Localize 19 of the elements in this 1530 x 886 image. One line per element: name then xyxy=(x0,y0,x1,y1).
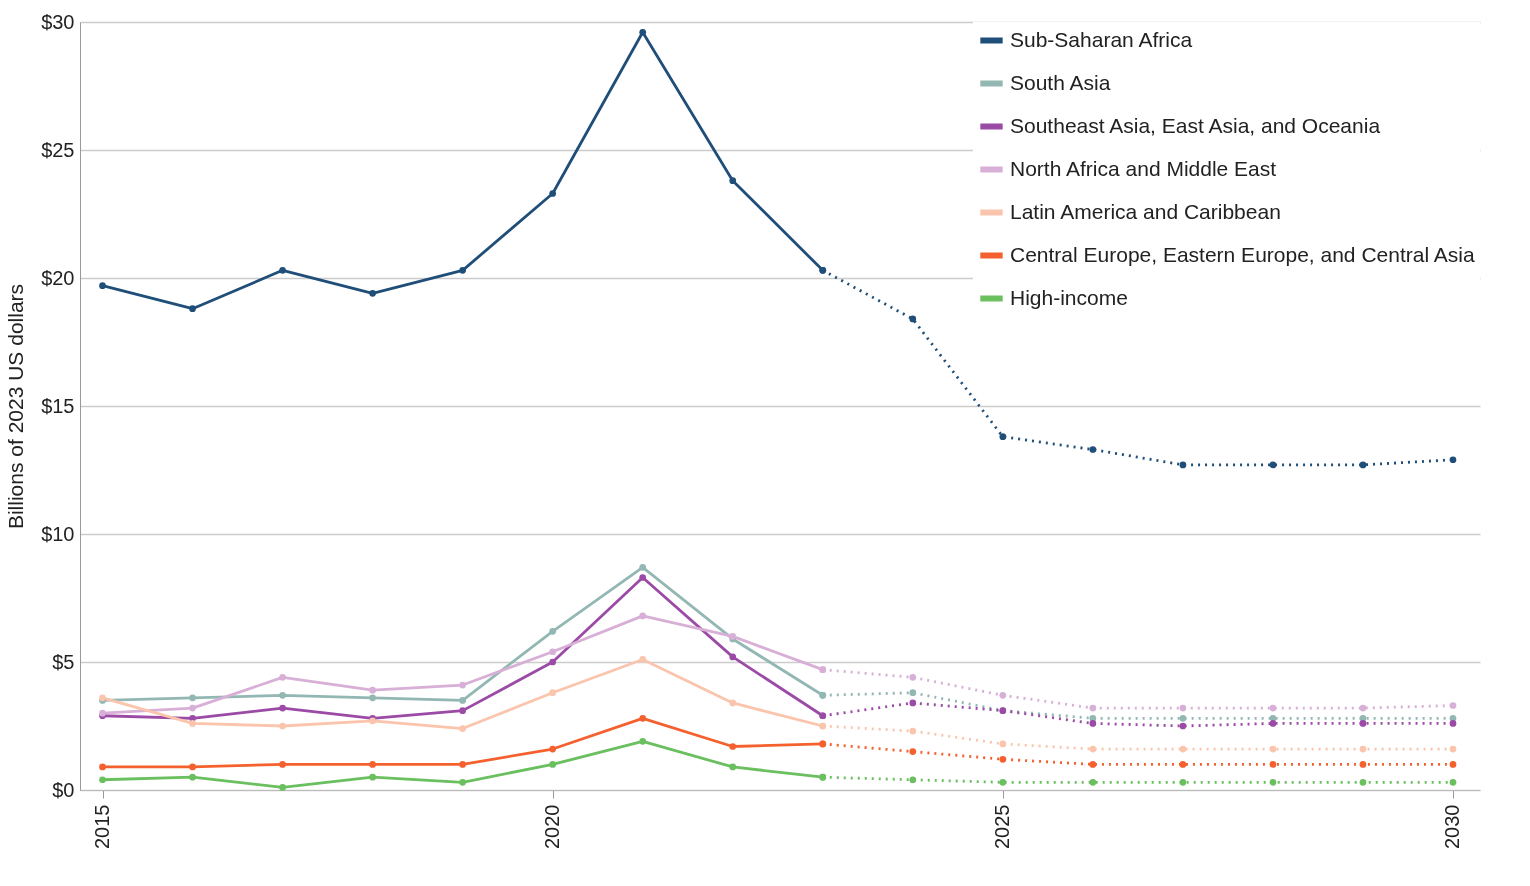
y-tick-label: $15 xyxy=(41,394,75,417)
y-tick-label: $10 xyxy=(41,522,75,545)
y-tick-label: $25 xyxy=(41,138,75,161)
x-tick-label: 2030 xyxy=(1441,804,1464,849)
legend-label: High-income xyxy=(1010,285,1128,309)
y-tick-label: $5 xyxy=(52,650,75,673)
legend-label: Southeast Asia, East Asia, and Oceania xyxy=(1010,113,1381,137)
legend-label: Sub-Saharan Africa xyxy=(1010,27,1193,51)
y-axis-title: Billions of 2023 US dollars xyxy=(4,283,28,530)
x-tick-label: 2015 xyxy=(91,804,114,849)
legend-label: Central Europe, Eastern Europe, and Central Asia xyxy=(1010,242,1475,266)
legend-label: North Africa and Middle East xyxy=(1010,156,1277,180)
y-tick-label: $0 xyxy=(52,778,75,801)
y-tick-label: $20 xyxy=(41,266,75,289)
x-tick-label: 2020 xyxy=(541,804,564,849)
legend-label: South Asia xyxy=(1010,70,1111,94)
y-tick-label: $30 xyxy=(41,10,75,33)
x-tick-label: 2025 xyxy=(991,804,1014,849)
legend-label: Latin America and Caribbean xyxy=(1010,199,1281,223)
